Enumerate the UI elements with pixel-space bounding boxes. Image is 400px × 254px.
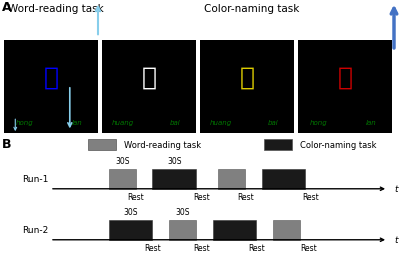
Bar bbox=[273, 220, 300, 240]
Bar bbox=[152, 169, 196, 189]
Text: lan: lan bbox=[366, 119, 377, 125]
Bar bbox=[102, 41, 196, 133]
Bar bbox=[109, 220, 152, 240]
Text: B: B bbox=[2, 137, 12, 150]
Text: Rest: Rest bbox=[300, 243, 316, 252]
Text: hong: hong bbox=[16, 119, 34, 125]
Text: 红: 红 bbox=[44, 66, 58, 90]
Text: 30S: 30S bbox=[115, 156, 130, 165]
Text: lan: lan bbox=[72, 119, 83, 125]
Text: Rest: Rest bbox=[302, 193, 319, 201]
Text: bai: bai bbox=[170, 119, 181, 125]
Text: huang: huang bbox=[112, 119, 134, 125]
Bar bbox=[298, 41, 392, 133]
Text: 黄: 黄 bbox=[142, 66, 156, 90]
Text: Rest: Rest bbox=[128, 193, 144, 201]
Text: Word-reading task: Word-reading task bbox=[8, 4, 104, 14]
Text: A: A bbox=[2, 1, 12, 14]
Text: t: t bbox=[394, 185, 398, 194]
Text: Rest: Rest bbox=[144, 243, 161, 252]
Bar bbox=[212, 220, 256, 240]
Text: huang: huang bbox=[210, 119, 232, 125]
Text: Rest: Rest bbox=[193, 193, 210, 201]
Text: Color-naming task: Color-naming task bbox=[300, 140, 376, 149]
Text: 30S: 30S bbox=[123, 207, 138, 216]
Text: Run-2: Run-2 bbox=[22, 225, 48, 234]
Bar bbox=[264, 139, 292, 150]
Text: hong: hong bbox=[310, 119, 328, 125]
Bar bbox=[169, 220, 196, 240]
Text: Color-naming task: Color-naming task bbox=[204, 4, 299, 14]
Bar bbox=[200, 41, 294, 133]
Text: Rest: Rest bbox=[193, 243, 210, 252]
Bar bbox=[218, 169, 245, 189]
Text: 30S: 30S bbox=[175, 207, 190, 216]
Text: Rest: Rest bbox=[237, 193, 254, 201]
Bar bbox=[88, 139, 116, 150]
Text: 白: 白 bbox=[240, 66, 254, 90]
Text: t: t bbox=[394, 235, 398, 244]
Bar bbox=[262, 169, 306, 189]
Text: Word-reading task: Word-reading task bbox=[124, 140, 201, 149]
Text: 蓝: 蓝 bbox=[338, 66, 352, 90]
Bar bbox=[4, 41, 98, 133]
Bar bbox=[109, 169, 136, 189]
Text: Run-1: Run-1 bbox=[22, 174, 48, 183]
Text: bai: bai bbox=[268, 119, 279, 125]
Text: 30S: 30S bbox=[167, 156, 182, 165]
Text: Rest: Rest bbox=[248, 243, 265, 252]
